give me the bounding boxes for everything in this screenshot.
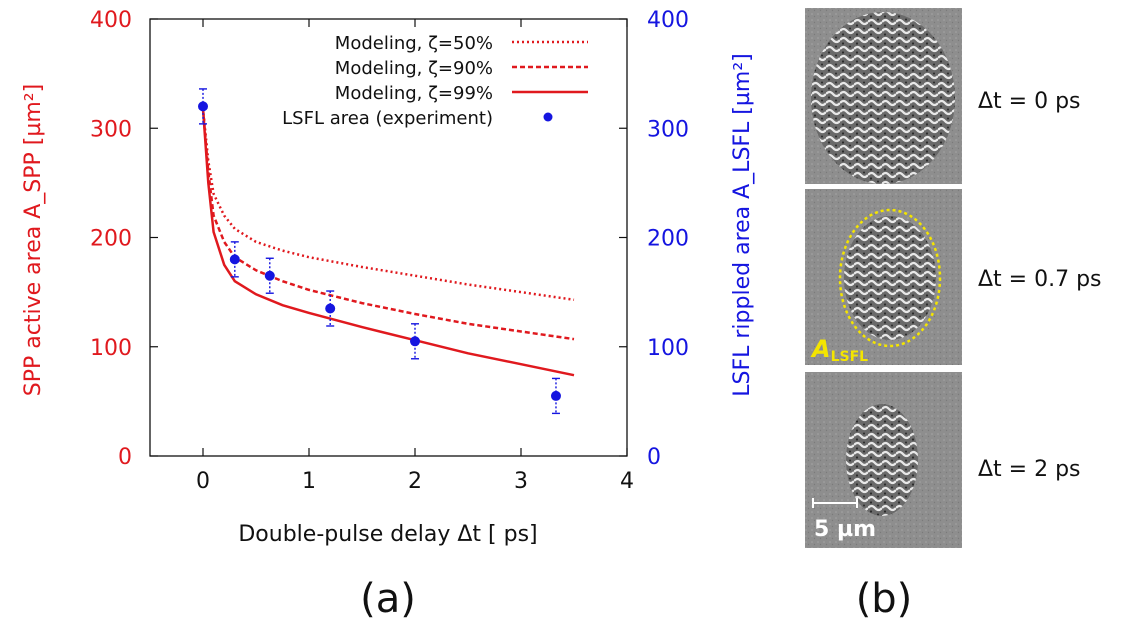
scalebar-label: 5 µm: [814, 517, 876, 542]
x-tick-label: 4: [620, 469, 634, 494]
legend-label: Modeling, ζ=90%: [335, 58, 493, 79]
series-line-solid: [201, 108, 575, 377]
sem-image-dt2: 5 µm: [805, 372, 962, 548]
experiment-point: [229, 254, 240, 265]
y-left-ticks: 0 100 200 300 400: [90, 8, 158, 470]
x-axis-label: Double-pulse delay Δt [ ps]: [238, 522, 537, 547]
dt-label-2: Δt = 2 ps: [978, 457, 1081, 482]
x-tick-label: 0: [196, 469, 210, 494]
y-left-tick-label: 0: [118, 445, 132, 470]
y-left-tick-label: 300: [90, 117, 132, 142]
x-ticks: 0 1 2 3 4: [196, 19, 634, 494]
legend-label: Modeling, ζ=50%: [335, 33, 493, 54]
lsfl-annotation: ALSFL: [810, 335, 868, 365]
dt-label-07: Δt = 0.7 ps: [978, 267, 1102, 292]
series-line-dotted: [201, 108, 575, 302]
experiment-point: [550, 390, 561, 401]
x-tick-label: 3: [514, 469, 528, 494]
legend: Modeling, ζ=50% Modeling, ζ=90% Modeling, …: [282, 33, 588, 129]
experiment-point: [325, 303, 336, 314]
y-left-tick-label: 100: [90, 336, 132, 361]
legend-marker: [543, 112, 553, 122]
x-tick-label: 2: [408, 469, 422, 494]
lsfl-outline: [838, 208, 942, 348]
y-right-tick-label: 200: [647, 227, 689, 252]
sem-image-dt07: ALSFL: [805, 189, 962, 365]
sem-image-dt0: [805, 8, 962, 184]
series-line-dashed: [201, 108, 575, 341]
legend-label: LSFL area (experiment): [282, 108, 493, 129]
legend-label: Modeling, ζ=99%: [335, 83, 493, 104]
dt-label-0: Δt = 0 ps: [978, 89, 1081, 114]
experiment-point: [410, 336, 420, 347]
y-right-tick-label: 300: [647, 117, 689, 142]
y-right-axis-label: LSFL rippled area A_LSFL [µm²]: [730, 53, 755, 396]
experiment-point: [264, 270, 275, 281]
y-right-tick-label: 400: [647, 8, 689, 33]
series-layer: [198, 88, 575, 415]
x-tick-label: 1: [302, 469, 316, 494]
panel-label-b: (b): [856, 576, 913, 622]
y-right-tick-label: 0: [647, 445, 661, 470]
y-left-tick-label: 400: [90, 8, 132, 33]
y-left-axis-label: SPP active area A_SPP [µm²]: [21, 84, 46, 396]
y-right-tick-label: 100: [647, 336, 689, 361]
panel-label-a: (a): [360, 576, 416, 622]
y-right-ticks: 0 100 200 300 400: [619, 8, 689, 470]
y-left-tick-label: 200: [90, 227, 132, 252]
experiment-point: [198, 101, 208, 112]
